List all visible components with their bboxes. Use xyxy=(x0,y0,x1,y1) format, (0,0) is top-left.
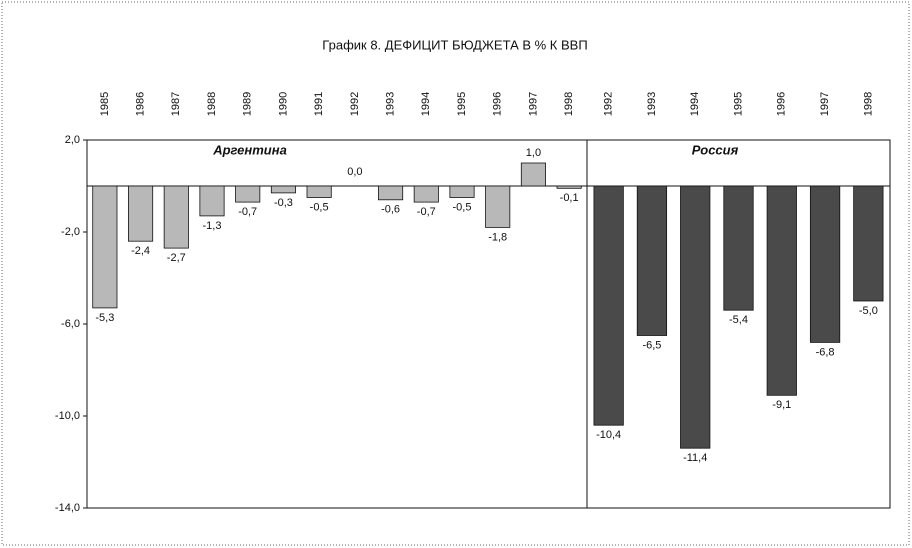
x-tick-label: 1997 xyxy=(819,92,831,116)
value-label: -5,4 xyxy=(729,314,748,326)
x-tick-label: 1994 xyxy=(420,92,432,116)
value-label: -2,7 xyxy=(167,252,186,264)
bar xyxy=(766,185,797,396)
bar xyxy=(853,185,884,302)
value-label: -0,1 xyxy=(560,192,579,204)
bar xyxy=(809,185,841,343)
bar xyxy=(199,185,225,217)
y-tick-label: -10,0 xyxy=(55,410,80,422)
y-tick-label: -2,0 xyxy=(61,226,80,238)
bar xyxy=(413,185,439,203)
x-tick-label: 1998 xyxy=(563,92,575,116)
value-label: -0,6 xyxy=(381,204,400,216)
value-label: -0,5 xyxy=(310,201,329,213)
panel-label: Россия xyxy=(692,142,739,157)
bar xyxy=(128,185,154,242)
bar xyxy=(680,185,711,449)
x-tick-label: 1986 xyxy=(134,92,146,116)
x-tick-label: 1988 xyxy=(206,92,218,116)
value-label: -9,1 xyxy=(772,399,791,411)
x-tick-label: 1987 xyxy=(170,92,182,116)
x-tick-label: 1993 xyxy=(646,92,658,116)
x-tick-label: 1990 xyxy=(277,92,289,116)
value-label: -0,5 xyxy=(453,201,472,213)
bar xyxy=(593,185,624,426)
value-label: -10,4 xyxy=(596,429,621,441)
x-tick-label: 1998 xyxy=(862,92,874,116)
bar xyxy=(520,162,546,187)
x-tick-label: 1996 xyxy=(776,92,788,116)
y-tick-label: -14,0 xyxy=(55,502,80,514)
bar xyxy=(449,185,475,198)
y-tick-label: 2,0 xyxy=(65,134,80,146)
value-label: -1,3 xyxy=(203,220,222,232)
x-tick-label: 1985 xyxy=(99,92,111,116)
bar xyxy=(378,185,404,201)
value-label: -11,4 xyxy=(683,452,707,464)
value-label: -0,7 xyxy=(238,206,257,218)
value-label: -0,7 xyxy=(417,206,436,218)
bar xyxy=(163,185,189,249)
x-tick-label: 1993 xyxy=(384,92,396,116)
x-tick-label: 1995 xyxy=(732,92,744,116)
bar xyxy=(92,185,118,309)
bar xyxy=(556,185,582,189)
x-tick-label: 1992 xyxy=(349,92,361,116)
bar xyxy=(723,185,754,311)
bar xyxy=(636,185,668,336)
x-tick-label: 1995 xyxy=(456,92,468,116)
x-tick-label: 1997 xyxy=(527,92,539,116)
value-label: 1,0 xyxy=(526,147,541,159)
x-tick-label: 1994 xyxy=(689,92,701,116)
value-label: -5,0 xyxy=(859,305,878,317)
value-label: -6,8 xyxy=(816,346,835,358)
value-label: -5,3 xyxy=(95,312,114,324)
chart-title: График 8. ДЕФИЦИТ БЮДЖЕТА В % К ВВП xyxy=(322,37,587,52)
x-tick-label: 1991 xyxy=(313,92,325,116)
bar xyxy=(235,185,261,203)
value-label: -0,3 xyxy=(274,197,293,209)
bar xyxy=(306,185,332,198)
bar xyxy=(270,185,296,194)
value-label: -2,4 xyxy=(131,245,150,257)
panel-label: Аргентина xyxy=(212,142,287,157)
value-label: -1,8 xyxy=(488,231,507,243)
x-tick-label: 1992 xyxy=(603,92,615,116)
x-tick-label: 1996 xyxy=(492,92,504,116)
value-label: 0,0 xyxy=(347,166,362,178)
x-tick-label: 1989 xyxy=(242,92,254,116)
value-label: -6,5 xyxy=(642,339,661,351)
bar xyxy=(485,185,511,228)
y-tick-label: -6,0 xyxy=(61,318,80,330)
